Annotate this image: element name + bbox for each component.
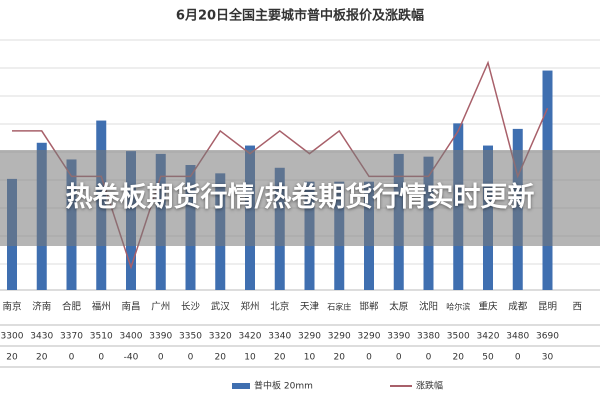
table-value: 20	[36, 353, 48, 363]
table-value: -40	[124, 353, 139, 363]
table-value: 20	[453, 353, 465, 363]
table-value: 0	[396, 353, 402, 363]
x-tick-label: 西	[572, 302, 582, 313]
table-value: 3420	[477, 332, 500, 342]
table-value: 0	[366, 353, 372, 363]
table-value: 20	[334, 353, 346, 363]
table-value: 3390	[387, 332, 410, 342]
table-value: 3320	[209, 332, 232, 342]
table-value: 0	[69, 353, 75, 363]
table-value: 20	[215, 353, 227, 363]
overlay-banner: 热卷板期货行情/热卷期货行情实时更新	[0, 150, 600, 246]
table-value: 10	[244, 353, 256, 363]
x-tick-label: 哈尔滨	[446, 302, 470, 312]
x-tick-label: 福州	[92, 301, 111, 313]
table-value: 3400	[120, 332, 143, 342]
x-tick-label: 石家庄	[327, 302, 351, 312]
table-value: 3370	[60, 332, 83, 342]
legend-label: 普中板 20mm	[254, 380, 313, 392]
table-value: 3480	[506, 332, 529, 342]
x-tick-label: 郑州	[240, 301, 259, 313]
x-tick-label: 太原	[389, 301, 408, 313]
table-value: 3420	[239, 332, 262, 342]
table-value: 3380	[417, 332, 440, 342]
table-value: 10	[304, 353, 316, 363]
table-value: 3430	[30, 332, 53, 342]
table-value: 20	[274, 353, 286, 363]
table-value: 3690	[536, 332, 559, 342]
table-value: 3350	[179, 332, 202, 342]
chart-title: 6月20日全国主要城市普中板报价及涨跌幅	[176, 8, 424, 24]
table-value: 3510	[90, 332, 113, 342]
table-value: 50	[482, 353, 494, 363]
table-value: 3340	[268, 332, 291, 342]
table-value: 0	[515, 353, 521, 363]
table-value: 0	[426, 353, 432, 363]
x-tick-label: 南昌	[121, 301, 140, 313]
x-tick-label: 广州	[151, 301, 170, 313]
legend-label: 涨跌幅	[416, 380, 443, 392]
table-value: 3290	[298, 332, 321, 342]
x-tick-label: 武汉	[211, 301, 231, 313]
x-tick-label: 合肥	[62, 301, 82, 313]
x-tick-label: 南京	[2, 301, 21, 313]
overlay-text: 热卷板期货行情/热卷期货行情实时更新	[65, 182, 535, 213]
x-tick-label: 成都	[508, 301, 528, 313]
x-tick-label: 天津	[300, 302, 320, 313]
x-tick-label: 沈阳	[419, 301, 438, 313]
table-value: 3290	[328, 332, 351, 342]
table-lines	[0, 289, 600, 368]
table-value: 0	[188, 353, 194, 363]
table-value: 0	[98, 353, 104, 363]
x-tick-label: 邯郸	[359, 301, 379, 313]
x-tick-label: 济南	[32, 301, 51, 313]
table-value: 30	[542, 353, 554, 363]
table-value: 3390	[149, 332, 172, 342]
x-tick-label: 重庆	[478, 301, 498, 313]
x-tick-label: 昆明	[538, 302, 557, 313]
table-value: 0	[158, 353, 164, 363]
table-value: 20	[6, 353, 18, 363]
table-value: 3500	[447, 332, 470, 342]
table-value: 3300	[1, 332, 24, 342]
x-tick-label: 北京	[270, 301, 289, 313]
x-tick-label: 长沙	[181, 301, 201, 313]
table-value: 3290	[358, 332, 381, 342]
